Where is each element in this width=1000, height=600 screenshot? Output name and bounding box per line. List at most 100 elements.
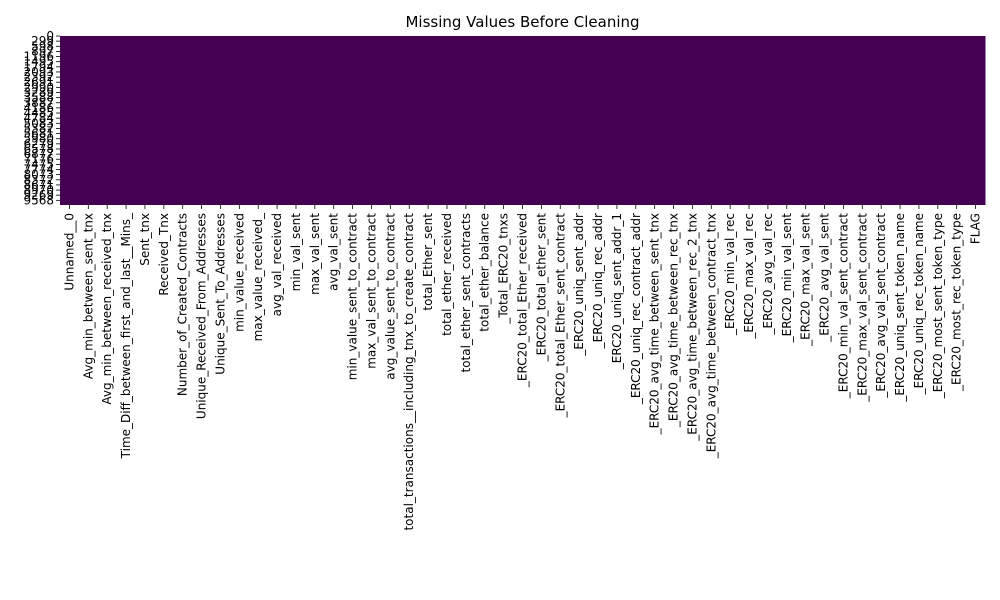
heatmap-column-36	[739, 36, 759, 205]
x-tick-label: _ERC20_avg_val_rec	[761, 213, 775, 335]
heatmap-column-25	[531, 36, 552, 205]
y-tick-label: 4485	[23, 106, 54, 120]
heatmap-column-13	[305, 36, 325, 205]
heatmap-column-43	[871, 36, 892, 205]
x-tick-label: Avg_min_between_sent_tnx	[81, 213, 95, 379]
x-tick-label: total_ether_balance	[478, 213, 492, 332]
heatmap-column-2	[97, 36, 118, 205]
heatmap-column-37	[758, 36, 778, 205]
heatmap-column-3	[116, 36, 137, 205]
heatmap-column-1	[78, 36, 99, 205]
heatmap-column-48	[966, 36, 986, 205]
x-tick-label: _ERC20_total_Ether_sent_contract	[553, 213, 567, 419]
x-tick-label: Number_of_Created_Contracts	[176, 213, 190, 396]
x-tick-label: Avg_min_between_received_tnx	[100, 213, 114, 405]
heatmap-column-47	[947, 36, 967, 205]
y-tick-label: 2990	[23, 80, 54, 94]
heatmap-column-9	[229, 36, 250, 205]
x-tick-label: Unique_Received_From_Addresses	[195, 213, 209, 419]
x-tick-label: avg_val_sent	[327, 213, 341, 291]
x-axis-ticks: Unnamed__0 Avg_min_between_sent_tnx Avg_mi…	[62, 205, 983, 531]
heatmap-column-45	[909, 36, 929, 205]
x-tick-label: total_ether_received	[440, 213, 454, 336]
heatmap-column-14	[324, 36, 344, 205]
heatmap-column-26	[550, 36, 571, 205]
y-tick-label: 1495	[23, 55, 54, 69]
y-tick-label: 5980	[23, 132, 54, 146]
heatmap-column-0	[60, 36, 80, 205]
y-tick-label: 5083	[23, 116, 54, 130]
x-tick-label: max_val_sent	[308, 213, 322, 295]
y-tick-label: 9269	[23, 188, 54, 202]
y-tick-label: 4186	[23, 101, 54, 115]
heatmap-column-15	[343, 36, 363, 205]
x-tick-label: _ERC20_most_rec_token_type	[950, 213, 964, 392]
heatmap-column-21	[456, 36, 476, 205]
y-tick-label: 6578	[23, 142, 54, 156]
x-tick-label: _ERC20_avg_val_sent	[818, 213, 832, 343]
y-tick-label: 9568	[23, 193, 54, 207]
heatmap-column-41	[833, 36, 854, 205]
y-tick-label: 2392	[23, 70, 54, 84]
heatmap-column-11	[267, 36, 288, 205]
y-tick-label: 2691	[23, 75, 54, 89]
x-tick-label: _ERC20_min_val_rec	[723, 213, 737, 336]
y-tick-label: 299	[31, 34, 54, 48]
x-tick-label: _ERC20_max_val_sent	[799, 213, 813, 347]
x-tick-label: _ERC20_max_val_sent_contract	[855, 213, 869, 403]
y-tick-label: 1196	[23, 50, 54, 64]
heatmap-column-46	[928, 36, 948, 205]
heatmap-column-38	[777, 36, 797, 205]
x-tick-label: avg_val_received	[270, 213, 284, 316]
heatmap-column-29	[607, 36, 627, 205]
y-tick-label: 6877	[23, 147, 54, 161]
x-tick-label: _ERC20_avg_time_between_rec_2_tnx	[685, 213, 699, 442]
y-tick-label: 8671	[23, 178, 54, 192]
heatmap-column-31	[645, 36, 665, 205]
y-tick-label: 7475	[23, 157, 54, 171]
x-tick-label: _ERC20_avg_time_between_contract_tnx	[704, 213, 718, 459]
x-tick-label: _ERC20_total_ether_sent	[534, 213, 548, 363]
heatmap-column-27	[569, 36, 590, 205]
x-tick-label: _ERC20_most_sent_token_type	[931, 213, 945, 399]
heatmap-column-30	[626, 36, 646, 205]
x-tick-label: _ERC20_uniq_rec_addr	[591, 213, 605, 349]
x-tick-label: _ERC20_avg_val_sent_contract	[874, 213, 888, 399]
heatmap-column-17	[380, 36, 401, 205]
y-tick-label: 3887	[23, 96, 54, 110]
heatmap-column-33	[682, 36, 703, 205]
y-tick-label: 8073	[23, 168, 54, 182]
x-tick-label: _ERC20_min_val_sent_contract	[836, 213, 850, 399]
y-tick-label: 1794	[23, 60, 54, 74]
heatmap-column-6	[173, 36, 193, 205]
y-tick-label: 5681	[23, 127, 54, 141]
heatmap-column-32	[664, 36, 684, 205]
heatmap-column-18	[399, 36, 420, 205]
heatmap-column-24	[513, 36, 533, 205]
x-tick-label: _Total_ERC20_tnxs	[497, 213, 511, 325]
x-tick-label: _ERC20_min_val_sent	[780, 213, 794, 344]
x-tick-label: Sent_tnx	[138, 213, 152, 266]
y-tick-label: 7774	[23, 163, 54, 177]
x-tick-label: FLAG	[969, 213, 983, 244]
x-tick-label: _ERC20_uniq_rec_token_name	[912, 213, 926, 395]
x-tick-label: _ERC20_max_val_rec	[742, 213, 756, 340]
y-tick-label: 2093	[23, 65, 54, 79]
x-tick-label: total_ether_sent_contracts	[459, 213, 473, 373]
x-tick-label: min_value_sent_to_contract	[346, 213, 360, 381]
heatmap-column-35	[720, 36, 741, 205]
heatmap-column-12	[286, 36, 306, 205]
heatmap-column-23	[494, 36, 514, 205]
heatmap-column-16	[362, 36, 382, 205]
heatmap-column-4	[135, 36, 155, 205]
x-tick-label: total_transactions__including_tnx_to_cre…	[402, 213, 416, 531]
y-axis-ticks: 0299598897119614951794209323922691299032…	[23, 29, 60, 207]
y-tick-label: 5382	[23, 121, 54, 135]
heatmap-column-44	[890, 36, 910, 205]
heatmap-column-22	[475, 36, 495, 205]
x-tick-label: _ERC20_uniq_sent_addr	[572, 213, 586, 357]
x-tick-label: _ERC20_avg_time_between_rec_tnx	[667, 213, 681, 428]
heatmap-column-8	[211, 36, 231, 205]
chart-title: Missing Values Before Cleaning	[405, 13, 639, 31]
